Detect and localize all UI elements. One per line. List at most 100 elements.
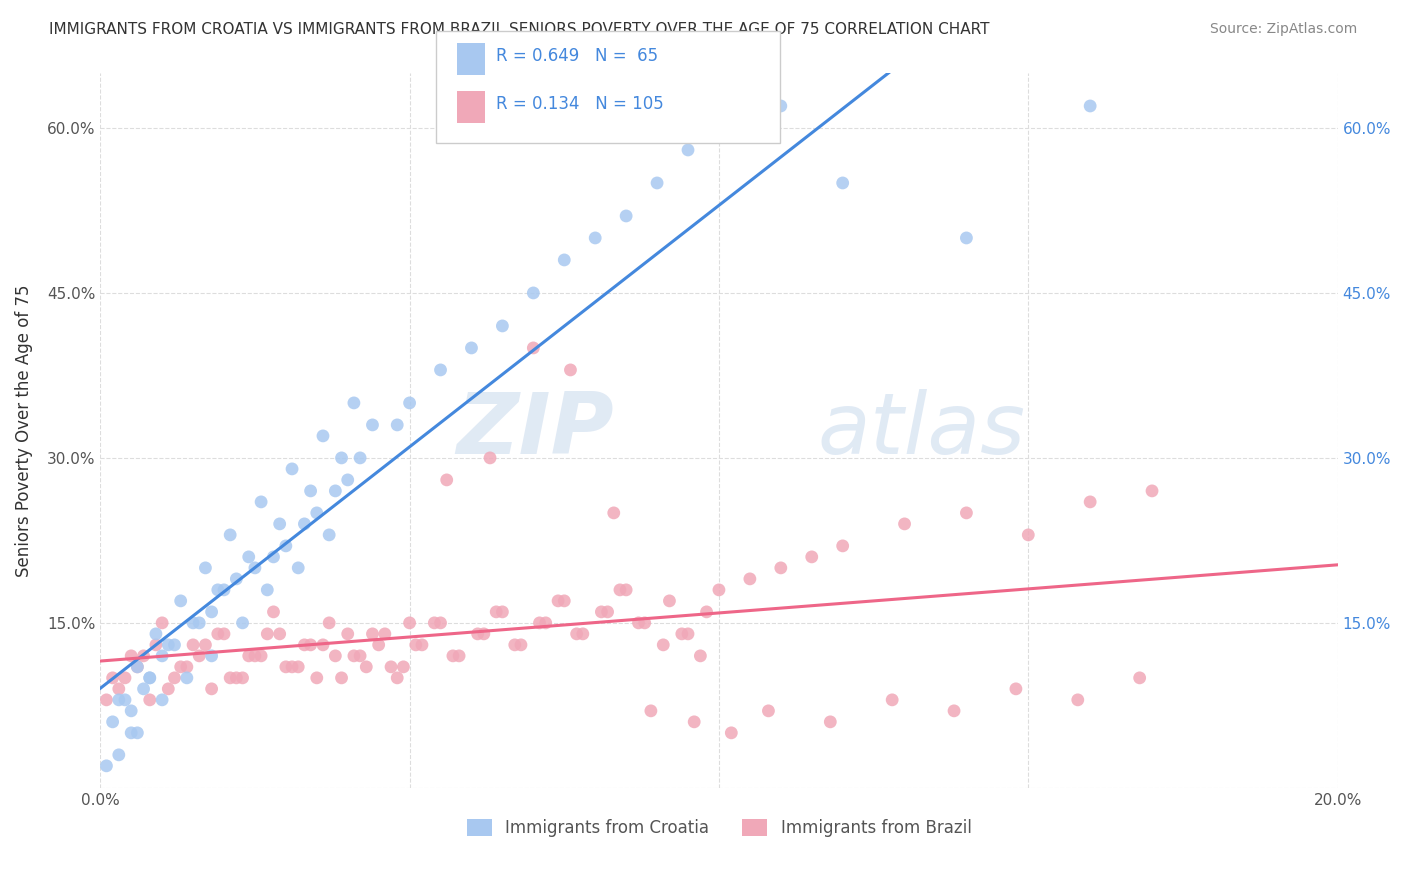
Point — [207, 582, 229, 597]
Point — [627, 615, 650, 630]
Point — [758, 704, 780, 718]
Point — [305, 671, 328, 685]
Point — [645, 176, 668, 190]
Legend: Immigrants from Croatia, Immigrants from Brazil: Immigrants from Croatia, Immigrants from… — [460, 813, 979, 844]
Point — [671, 627, 693, 641]
Point — [101, 714, 124, 729]
Point — [955, 506, 977, 520]
Point — [955, 231, 977, 245]
Point — [212, 582, 235, 597]
Point — [299, 638, 322, 652]
Point — [274, 539, 297, 553]
Point — [449, 648, 471, 663]
Point — [96, 759, 118, 773]
Point — [676, 143, 699, 157]
Point — [882, 693, 904, 707]
Point — [603, 506, 626, 520]
Point — [689, 648, 711, 663]
Point — [108, 693, 131, 707]
Point — [238, 549, 260, 564]
Point — [367, 638, 389, 652]
Point — [114, 671, 136, 685]
Point — [287, 561, 309, 575]
Point — [188, 648, 211, 663]
Point — [145, 627, 167, 641]
Point — [219, 671, 242, 685]
Point — [219, 528, 242, 542]
Point — [343, 648, 366, 663]
Point — [336, 627, 359, 641]
Point — [361, 627, 384, 641]
Point — [243, 561, 266, 575]
Point — [170, 660, 193, 674]
Point — [553, 252, 575, 267]
Text: Source: ZipAtlas.com: Source: ZipAtlas.com — [1209, 22, 1357, 37]
Point — [274, 660, 297, 674]
Point — [238, 648, 260, 663]
Point — [349, 450, 371, 465]
Point — [269, 516, 291, 531]
Point — [181, 615, 204, 630]
Point — [132, 681, 155, 696]
Point — [529, 615, 551, 630]
Point — [596, 605, 619, 619]
Point — [634, 615, 657, 630]
Point — [1140, 483, 1163, 498]
Point — [349, 648, 371, 663]
Y-axis label: Seniors Poverty Over the Age of 75: Seniors Poverty Over the Age of 75 — [15, 285, 32, 576]
Point — [325, 483, 347, 498]
Point — [565, 627, 588, 641]
Point — [312, 638, 335, 652]
Point — [534, 615, 557, 630]
Point — [312, 429, 335, 443]
Point — [441, 648, 464, 663]
Point — [429, 615, 451, 630]
Point — [305, 506, 328, 520]
Point — [318, 528, 340, 542]
Point — [387, 671, 409, 685]
Point — [1078, 495, 1101, 509]
Point — [336, 473, 359, 487]
Point — [243, 648, 266, 663]
Point — [707, 120, 730, 135]
Point — [467, 627, 489, 641]
Point — [658, 594, 681, 608]
Point — [547, 594, 569, 608]
Point — [132, 648, 155, 663]
Point — [398, 396, 420, 410]
Point — [460, 341, 482, 355]
Point — [330, 671, 353, 685]
Point — [392, 660, 415, 674]
Point — [356, 660, 378, 674]
Point — [614, 209, 637, 223]
Point — [423, 615, 446, 630]
Point — [108, 747, 131, 762]
Point — [609, 582, 631, 597]
Point — [1078, 99, 1101, 113]
Point — [479, 450, 502, 465]
Point — [1005, 681, 1028, 696]
Point — [820, 714, 842, 729]
Point — [330, 450, 353, 465]
Point — [150, 693, 173, 707]
Point — [263, 549, 285, 564]
Point — [387, 417, 409, 432]
Text: IMMIGRANTS FROM CROATIA VS IMMIGRANTS FROM BRAZIL SENIORS POVERTY OVER THE AGE O: IMMIGRANTS FROM CROATIA VS IMMIGRANTS FR… — [49, 22, 990, 37]
Point — [101, 671, 124, 685]
Point — [150, 615, 173, 630]
Point — [1129, 671, 1152, 685]
Point — [572, 627, 595, 641]
Point — [157, 638, 180, 652]
Point — [145, 638, 167, 652]
Point — [1067, 693, 1090, 707]
Point — [225, 572, 247, 586]
Point — [96, 693, 118, 707]
Point — [232, 615, 254, 630]
Point — [405, 638, 427, 652]
Point — [583, 231, 606, 245]
Point — [943, 704, 966, 718]
Point — [163, 671, 186, 685]
Point — [831, 176, 853, 190]
Point — [281, 660, 304, 674]
Point — [738, 572, 761, 586]
